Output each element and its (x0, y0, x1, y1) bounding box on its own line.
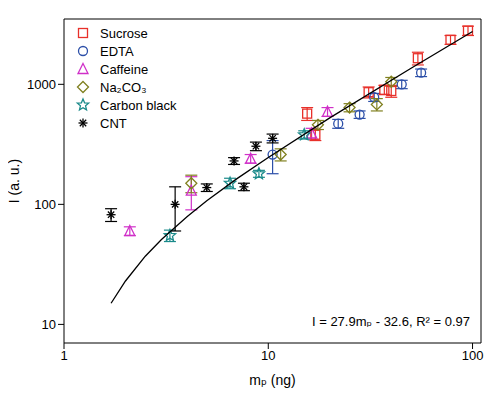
html-text:Sucrose: Sucrose (100, 25, 148, 41)
html-text:I = 27.9mₚ - 32.6, R² = 0.97: I = 27.9mₚ - 32.6, R² = 0.97 (312, 314, 470, 329)
svg-text:I (a. u.): I (a. u.) (8, 159, 22, 203)
html-text:CNT: CNT (100, 115, 127, 131)
svg-text:1000: 1000 (27, 77, 56, 92)
svg-text:100: 100 (34, 197, 56, 212)
svg-text:100: 100 (462, 348, 484, 363)
html-text:Carbon black: Carbon black (100, 97, 177, 113)
html-text:Caffeine: Caffeine (100, 61, 149, 77)
svg-text:mₚ (ng): mₚ (ng) (249, 372, 295, 388)
html-text:EDTA: EDTA (100, 43, 134, 59)
svg-text:1: 1 (60, 348, 67, 363)
svg-text:10: 10 (261, 348, 275, 363)
svg-text:10: 10 (42, 317, 56, 332)
html-text:Na₂CO₃: Na₂CO₃ (100, 79, 147, 95)
